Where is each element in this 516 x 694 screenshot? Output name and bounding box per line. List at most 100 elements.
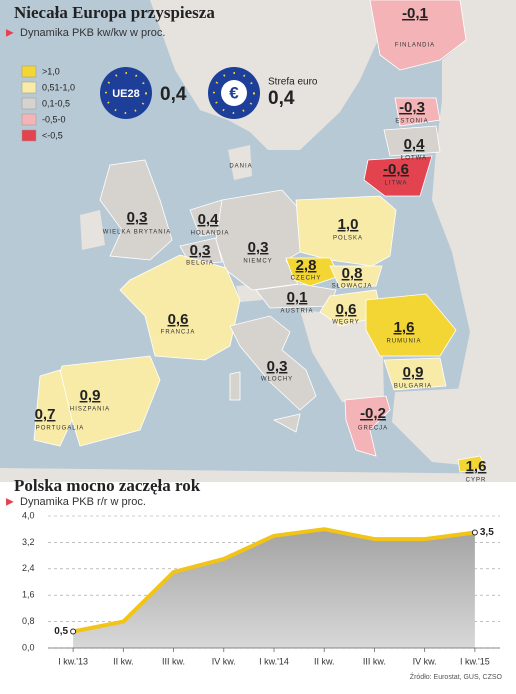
country (383, 357, 447, 391)
legend-swatch (21, 97, 37, 110)
legend-swatch (21, 65, 37, 78)
x-tick-label: III kw. (363, 656, 386, 666)
country-name: GRECJA (358, 426, 388, 432)
land (432, 0, 516, 482)
country-value: 0,9 (80, 387, 101, 404)
country-value: 0,3 (127, 209, 148, 226)
country-name: ŁOTWA (401, 156, 427, 162)
point (70, 628, 77, 635)
country (285, 257, 341, 287)
country-name: WĘGRY (332, 320, 360, 326)
x-tick-label: III kw. (162, 656, 185, 666)
country-value: 0,3 (190, 242, 211, 259)
map-subtitle: Dynamika PKB kw/kw w proc. (20, 27, 165, 39)
country-value: -0,3 (399, 99, 425, 116)
x-tick-label: II kw. (314, 656, 335, 666)
country-name: HOLANDIA (191, 231, 230, 237)
legend-swatch (21, 81, 37, 94)
euro-inner (221, 80, 247, 106)
country-name: CYPR (466, 478, 487, 484)
euro-value: 0,4 (268, 88, 295, 109)
country (329, 265, 383, 289)
area (73, 529, 475, 648)
bullet: ▶ (6, 28, 14, 39)
legend-label: <-0,5 (42, 130, 63, 140)
legend-label: 0,1-0,5 (42, 98, 70, 108)
country-name: POLSKA (333, 236, 363, 242)
x-tick-label: IV kw. (413, 656, 437, 666)
country (229, 315, 317, 411)
country (369, 0, 467, 71)
x-tick-label: II kw. (113, 656, 134, 666)
country-value: 0,4 (198, 211, 220, 228)
country (344, 395, 391, 457)
map-title: Niecała Europa przyspiesza (14, 3, 215, 22)
country (457, 455, 487, 473)
country-value: 0,6 (168, 311, 189, 328)
country-name: BUŁGARIA (394, 384, 432, 390)
country (365, 293, 457, 357)
land (392, 388, 516, 470)
y-tick-label: 3,2 (22, 537, 35, 547)
legend-label: 0,51-1,0 (42, 82, 75, 92)
country-name: LITWA (384, 181, 407, 187)
y-tick-label: 0,0 (22, 642, 35, 652)
country-value: 0,7 (35, 406, 56, 423)
y-tick-label: 4,0 (22, 510, 35, 520)
country-name: WŁOCHY (261, 377, 293, 383)
map (0, 0, 516, 482)
country-value: 1,6 (466, 458, 487, 475)
country-value: 0,3 (248, 239, 269, 256)
country (295, 195, 397, 267)
x-tick-label: I kw.'14 (259, 656, 289, 666)
country-name: HISZPANIA (70, 407, 110, 413)
x-tick-label: IV kw. (212, 656, 236, 666)
chart-subtitle: Dynamika PKB r/r w proc. (20, 496, 146, 508)
chart: Polska mocno zaczęła rok ▶ Dynamika PKB … (6, 476, 503, 681)
country-value: 0,3 (267, 358, 288, 375)
country-value: 0,1 (287, 289, 308, 306)
eu-label: UE28 (112, 88, 140, 100)
y-tick-label: 1,6 (22, 590, 35, 600)
country-value: 0,8 (342, 265, 363, 282)
country-name: CZECHY (291, 276, 322, 282)
euro-symbol: € (229, 83, 239, 102)
y-tick-label: 2,4 (22, 563, 35, 573)
country-name: DANIA (229, 164, 252, 170)
land (80, 210, 105, 250)
eu-circle (100, 67, 152, 119)
country (272, 413, 301, 433)
country (99, 159, 173, 261)
stars (105, 72, 147, 114)
land (228, 145, 252, 180)
country (383, 125, 441, 157)
country-name: ESTONIA (395, 119, 428, 125)
point (471, 529, 478, 536)
country-name: AUSTRIA (280, 309, 313, 315)
chart-title: Polska mocno zaczęła rok (14, 476, 201, 495)
value-label: 3,5 (480, 527, 494, 538)
country-name: NIEMCY (243, 259, 272, 265)
legend-swatch (21, 129, 37, 142)
country-value: -0,1 (402, 5, 428, 22)
country (394, 97, 441, 127)
country-value: 1,6 (394, 319, 415, 336)
country (363, 155, 433, 197)
country-value: 0,6 (336, 301, 357, 318)
line (72, 527, 476, 634)
land (0, 468, 516, 482)
legend-label: >1,0 (42, 66, 60, 76)
bullet: ▶ (6, 497, 14, 508)
country-value: 2,8 (296, 257, 317, 274)
country-name: RUMUNIA (387, 339, 422, 345)
country (33, 369, 73, 447)
country-value: 1,0 (338, 216, 359, 233)
country (119, 254, 241, 361)
country-name: BELGIA (186, 261, 214, 267)
eu-value: 0,4 (160, 84, 187, 105)
legend-label: -0,5-0 (42, 114, 66, 124)
land (300, 310, 384, 402)
euro-badge: € Strefa euro 0,4 (208, 67, 318, 119)
source: Źródło: Eurostat, GUS, CZSO (410, 672, 503, 681)
